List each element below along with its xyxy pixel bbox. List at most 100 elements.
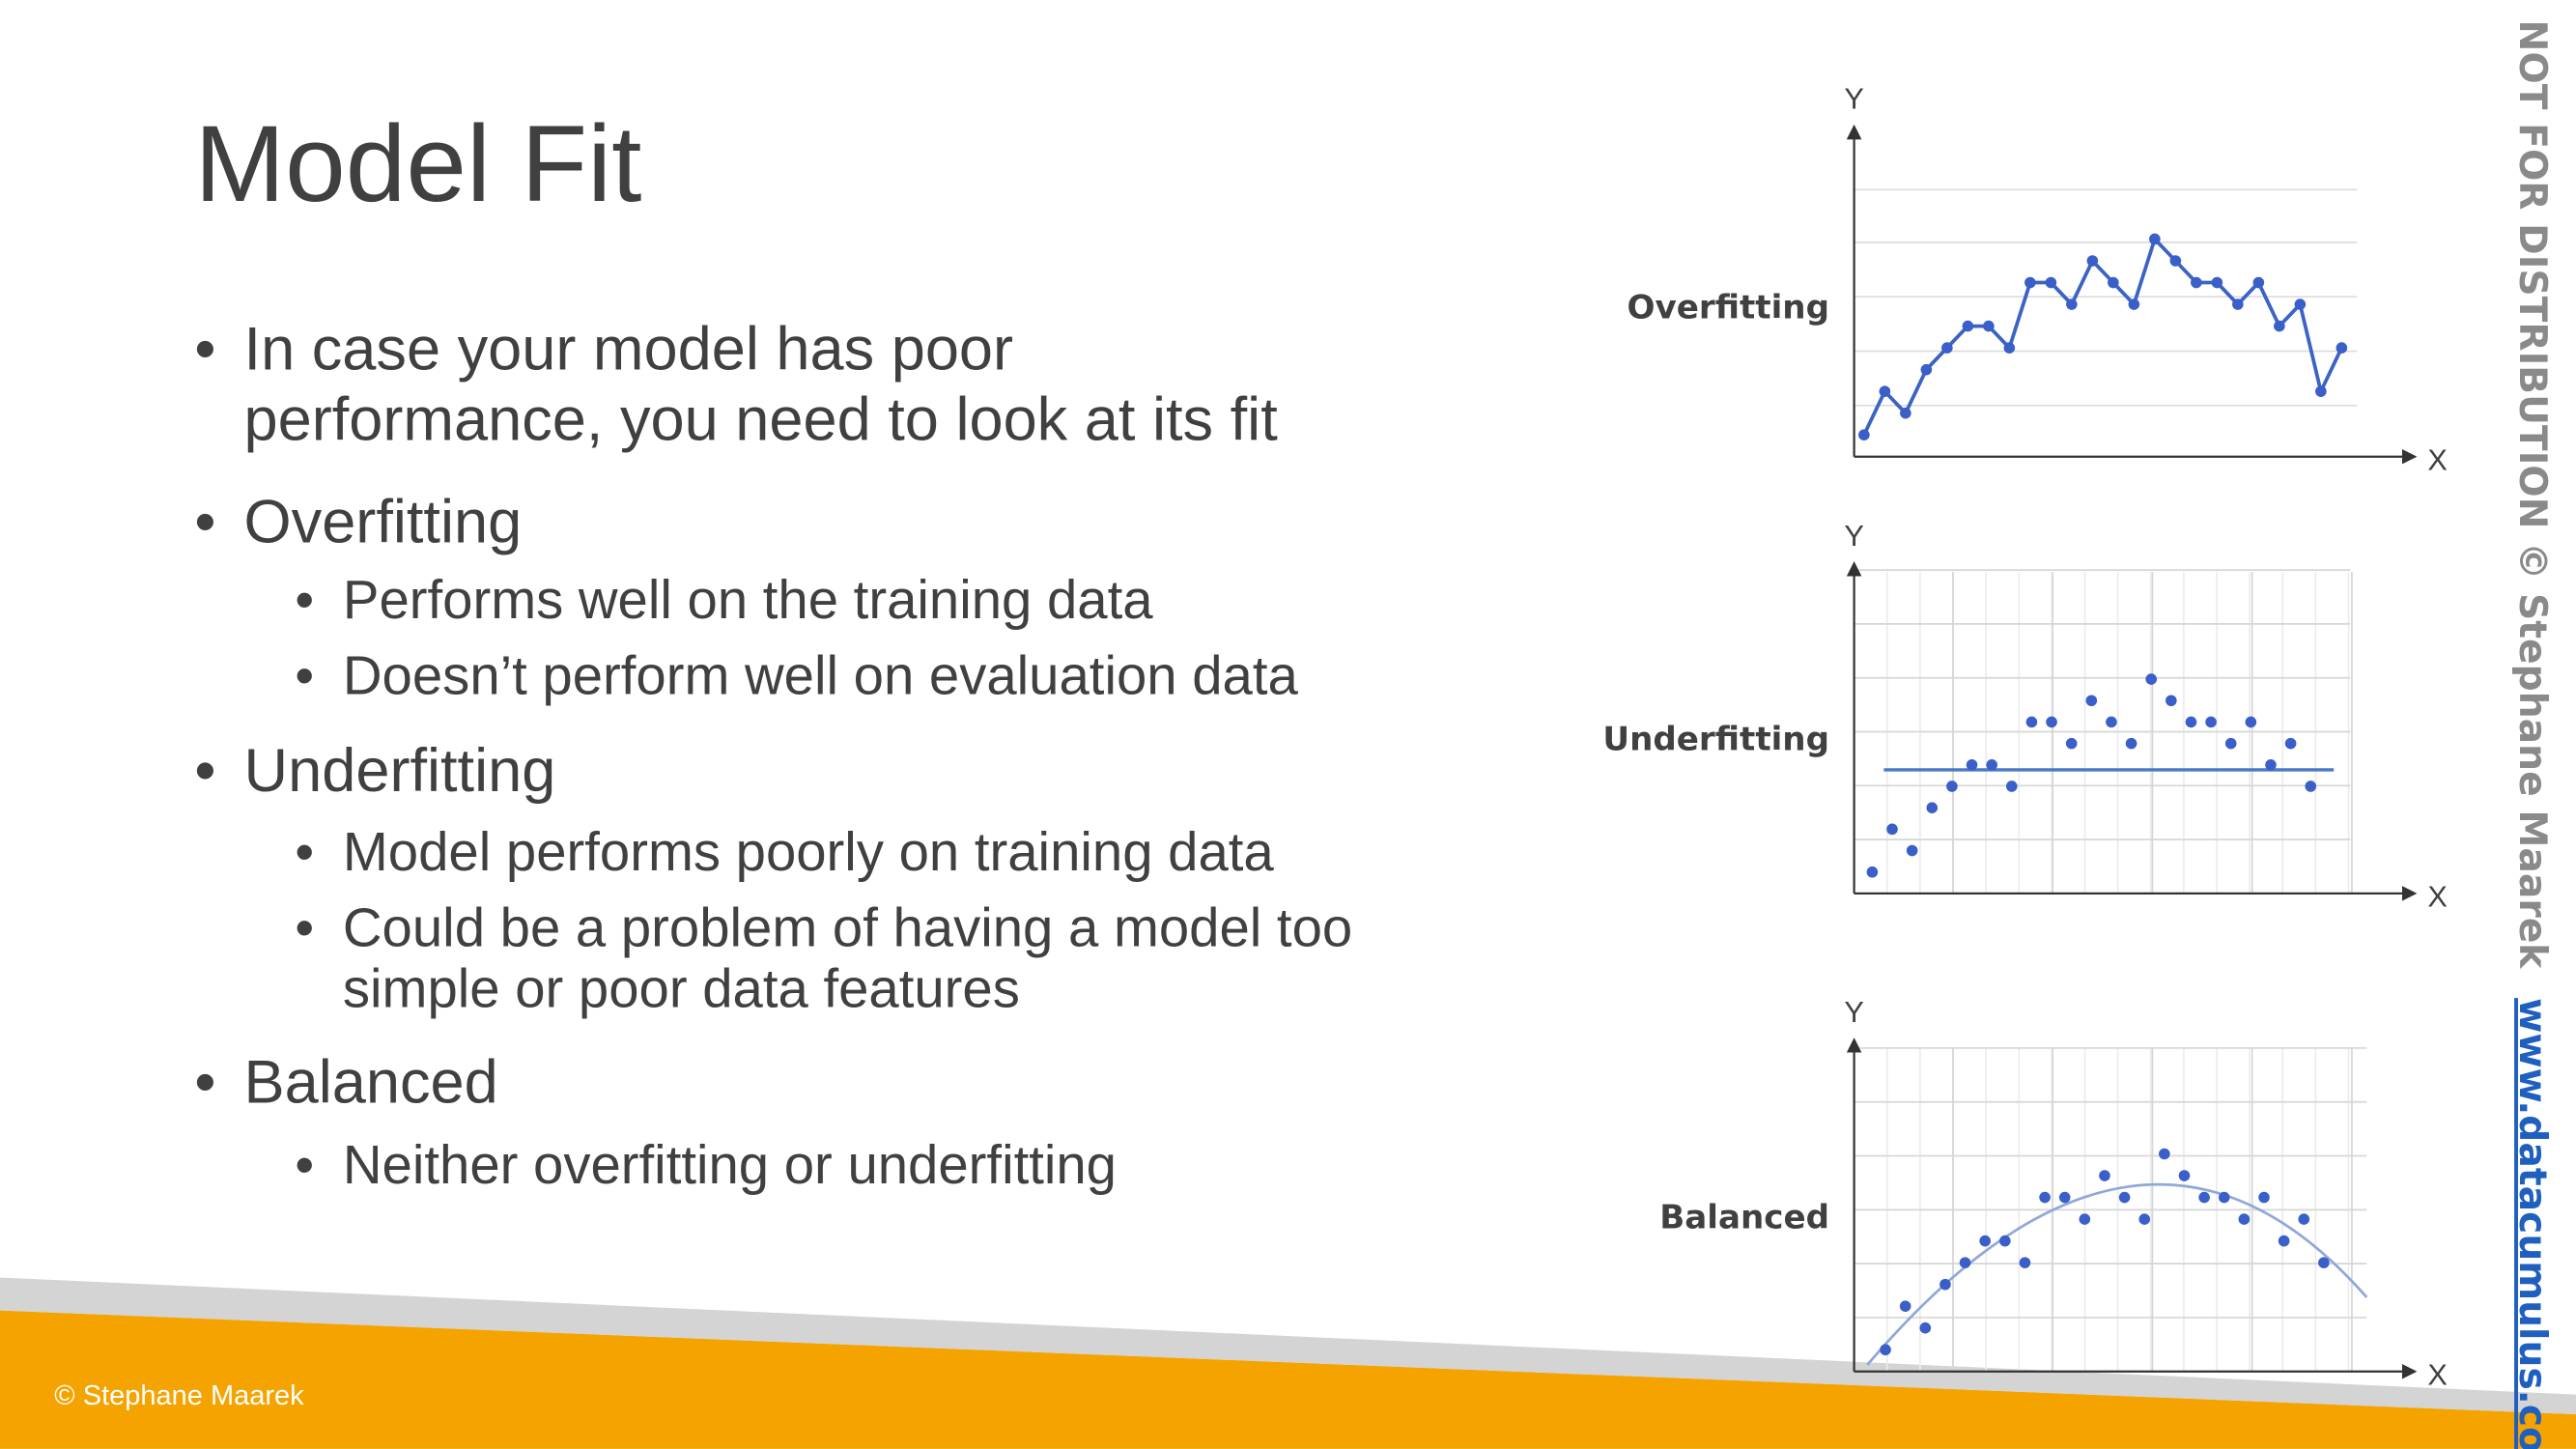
- data-point: [2099, 1170, 2110, 1181]
- data-point: [2086, 255, 2099, 267]
- data-point: [2205, 716, 2217, 728]
- sub-bullet-text: Doesn’t perform well on evaluation data: [343, 644, 1299, 705]
- sub-bullet-text: Neither overfitting or underfitting: [343, 1134, 1117, 1195]
- data-point: [1866, 866, 1879, 878]
- data-point: [2169, 255, 2182, 267]
- side-link[interactable]: www.datacumulus.com: [2510, 998, 2554, 1449]
- data-point: [1966, 759, 1978, 771]
- data-point: [2284, 737, 2297, 750]
- data-point: [1920, 363, 1933, 376]
- data-point: [1906, 844, 1918, 857]
- data-point: [2145, 673, 2158, 685]
- y-axis-label: Y: [1844, 519, 1863, 553]
- bullet-dot: •: [194, 488, 215, 555]
- data-point: [2245, 716, 2257, 728]
- data-point: [2305, 781, 2317, 792]
- data-point: [2039, 1191, 2051, 1204]
- data-point: [1959, 1257, 1971, 1268]
- data-point: [1983, 320, 1995, 332]
- data-point: [2065, 737, 2078, 750]
- y-axis-label: Y: [1844, 82, 1863, 116]
- data-point: [2128, 298, 2140, 310]
- y-axis-label: Y: [1844, 995, 1863, 1029]
- data-point: [1879, 385, 1891, 397]
- data-point: [1946, 781, 1958, 792]
- sub-bullet-dot: •: [295, 897, 314, 958]
- bullet-text: performance, you need to look at its fit: [244, 386, 1279, 454]
- data-point: [1939, 1278, 1951, 1291]
- data-point: [2166, 695, 2177, 707]
- data-point: [2019, 1257, 2031, 1268]
- data-point: [1886, 823, 1898, 836]
- data-point: [2191, 276, 2202, 289]
- data-point: [1986, 759, 1997, 771]
- data-point: [2211, 276, 2223, 289]
- data-point: [2218, 1191, 2230, 1204]
- bullet-text: Balanced: [244, 1049, 498, 1117]
- footer-band-gray: [0, 1277, 2576, 1415]
- bullet-dot: •: [194, 1049, 215, 1117]
- chart-label: Underfitting: [1602, 720, 1829, 758]
- data-point: [2149, 233, 2161, 245]
- data-point: [2006, 781, 2018, 792]
- data-point: [1999, 1235, 2011, 1247]
- data-point: [2106, 716, 2117, 728]
- sub-bullet-text: Performs well on the training data: [343, 569, 1153, 630]
- bullet-dot: •: [194, 737, 215, 805]
- data-point: [2024, 276, 2036, 289]
- data-point: [2159, 1148, 2170, 1160]
- data-point: [1900, 407, 1911, 419]
- data-point: [2118, 1191, 2131, 1204]
- data-point: [1899, 1300, 1911, 1312]
- data-point: [1919, 1321, 1932, 1334]
- data-point: [2335, 342, 2348, 354]
- data-point: [2046, 716, 2057, 728]
- data-point: [2058, 1191, 2071, 1204]
- data-point: [2066, 298, 2078, 310]
- bullet-text: Underfitting: [244, 737, 556, 805]
- data-point: [2252, 276, 2265, 289]
- footer-text: © Stephane Maarek: [54, 1380, 304, 1411]
- bullet-text: Overfitting: [244, 488, 523, 555]
- data-point: [2265, 759, 2277, 771]
- bullet-text: In case your model has poor: [244, 315, 1014, 383]
- bullet-dot: •: [194, 315, 215, 383]
- data-point: [1858, 429, 1870, 440]
- side-note: NOT FOR DISTRIBUTION © Stephane Maarek w…: [2510, 20, 2554, 1449]
- data-point: [2224, 737, 2237, 750]
- slide-title: Model Fit: [194, 102, 641, 224]
- side-note-text: NOT FOR DISTRIBUTION © Stephane Maarek: [2510, 20, 2554, 970]
- data-point: [2178, 1170, 2191, 1181]
- sub-bullet-dot: •: [295, 569, 314, 630]
- chart-label: Overfitting: [1628, 288, 1829, 327]
- x-axis-label: X: [2427, 442, 2447, 476]
- data-point: [1979, 1235, 1991, 1247]
- data-point: [2185, 716, 2197, 728]
- data-point: [2138, 1213, 2151, 1225]
- data-point: [1880, 1344, 1891, 1356]
- sub-bullet-text: Model performs poorly on training data: [343, 821, 1274, 882]
- sub-bullet-dot: •: [295, 644, 314, 705]
- x-axis-label: X: [2427, 880, 2447, 914]
- data-point: [2278, 1235, 2290, 1247]
- data-point: [2079, 1213, 2091, 1225]
- data-point: [2298, 1213, 2310, 1225]
- sub-bullet-text: Could be a problem of having a model too: [343, 897, 1352, 958]
- data-point: [2198, 1191, 2210, 1204]
- data-point: [2025, 716, 2038, 728]
- sub-bullet-text: simple or poor data features: [343, 958, 1020, 1019]
- data-point: [2258, 1191, 2270, 1204]
- data-point: [1926, 802, 1939, 813]
- data-point: [2045, 276, 2057, 289]
- footer-band-orange: [0, 1310, 2576, 1449]
- data-point: [2315, 385, 2327, 397]
- x-axis-label: X: [2427, 1357, 2447, 1391]
- data-point: [2318, 1257, 2330, 1268]
- sub-bullet-dot: •: [295, 821, 314, 882]
- bullet-list: • In case your model has poor performanc…: [194, 315, 1352, 1195]
- data-point: [2232, 298, 2244, 310]
- data-point: [2003, 342, 2016, 354]
- data-point: [2085, 695, 2098, 707]
